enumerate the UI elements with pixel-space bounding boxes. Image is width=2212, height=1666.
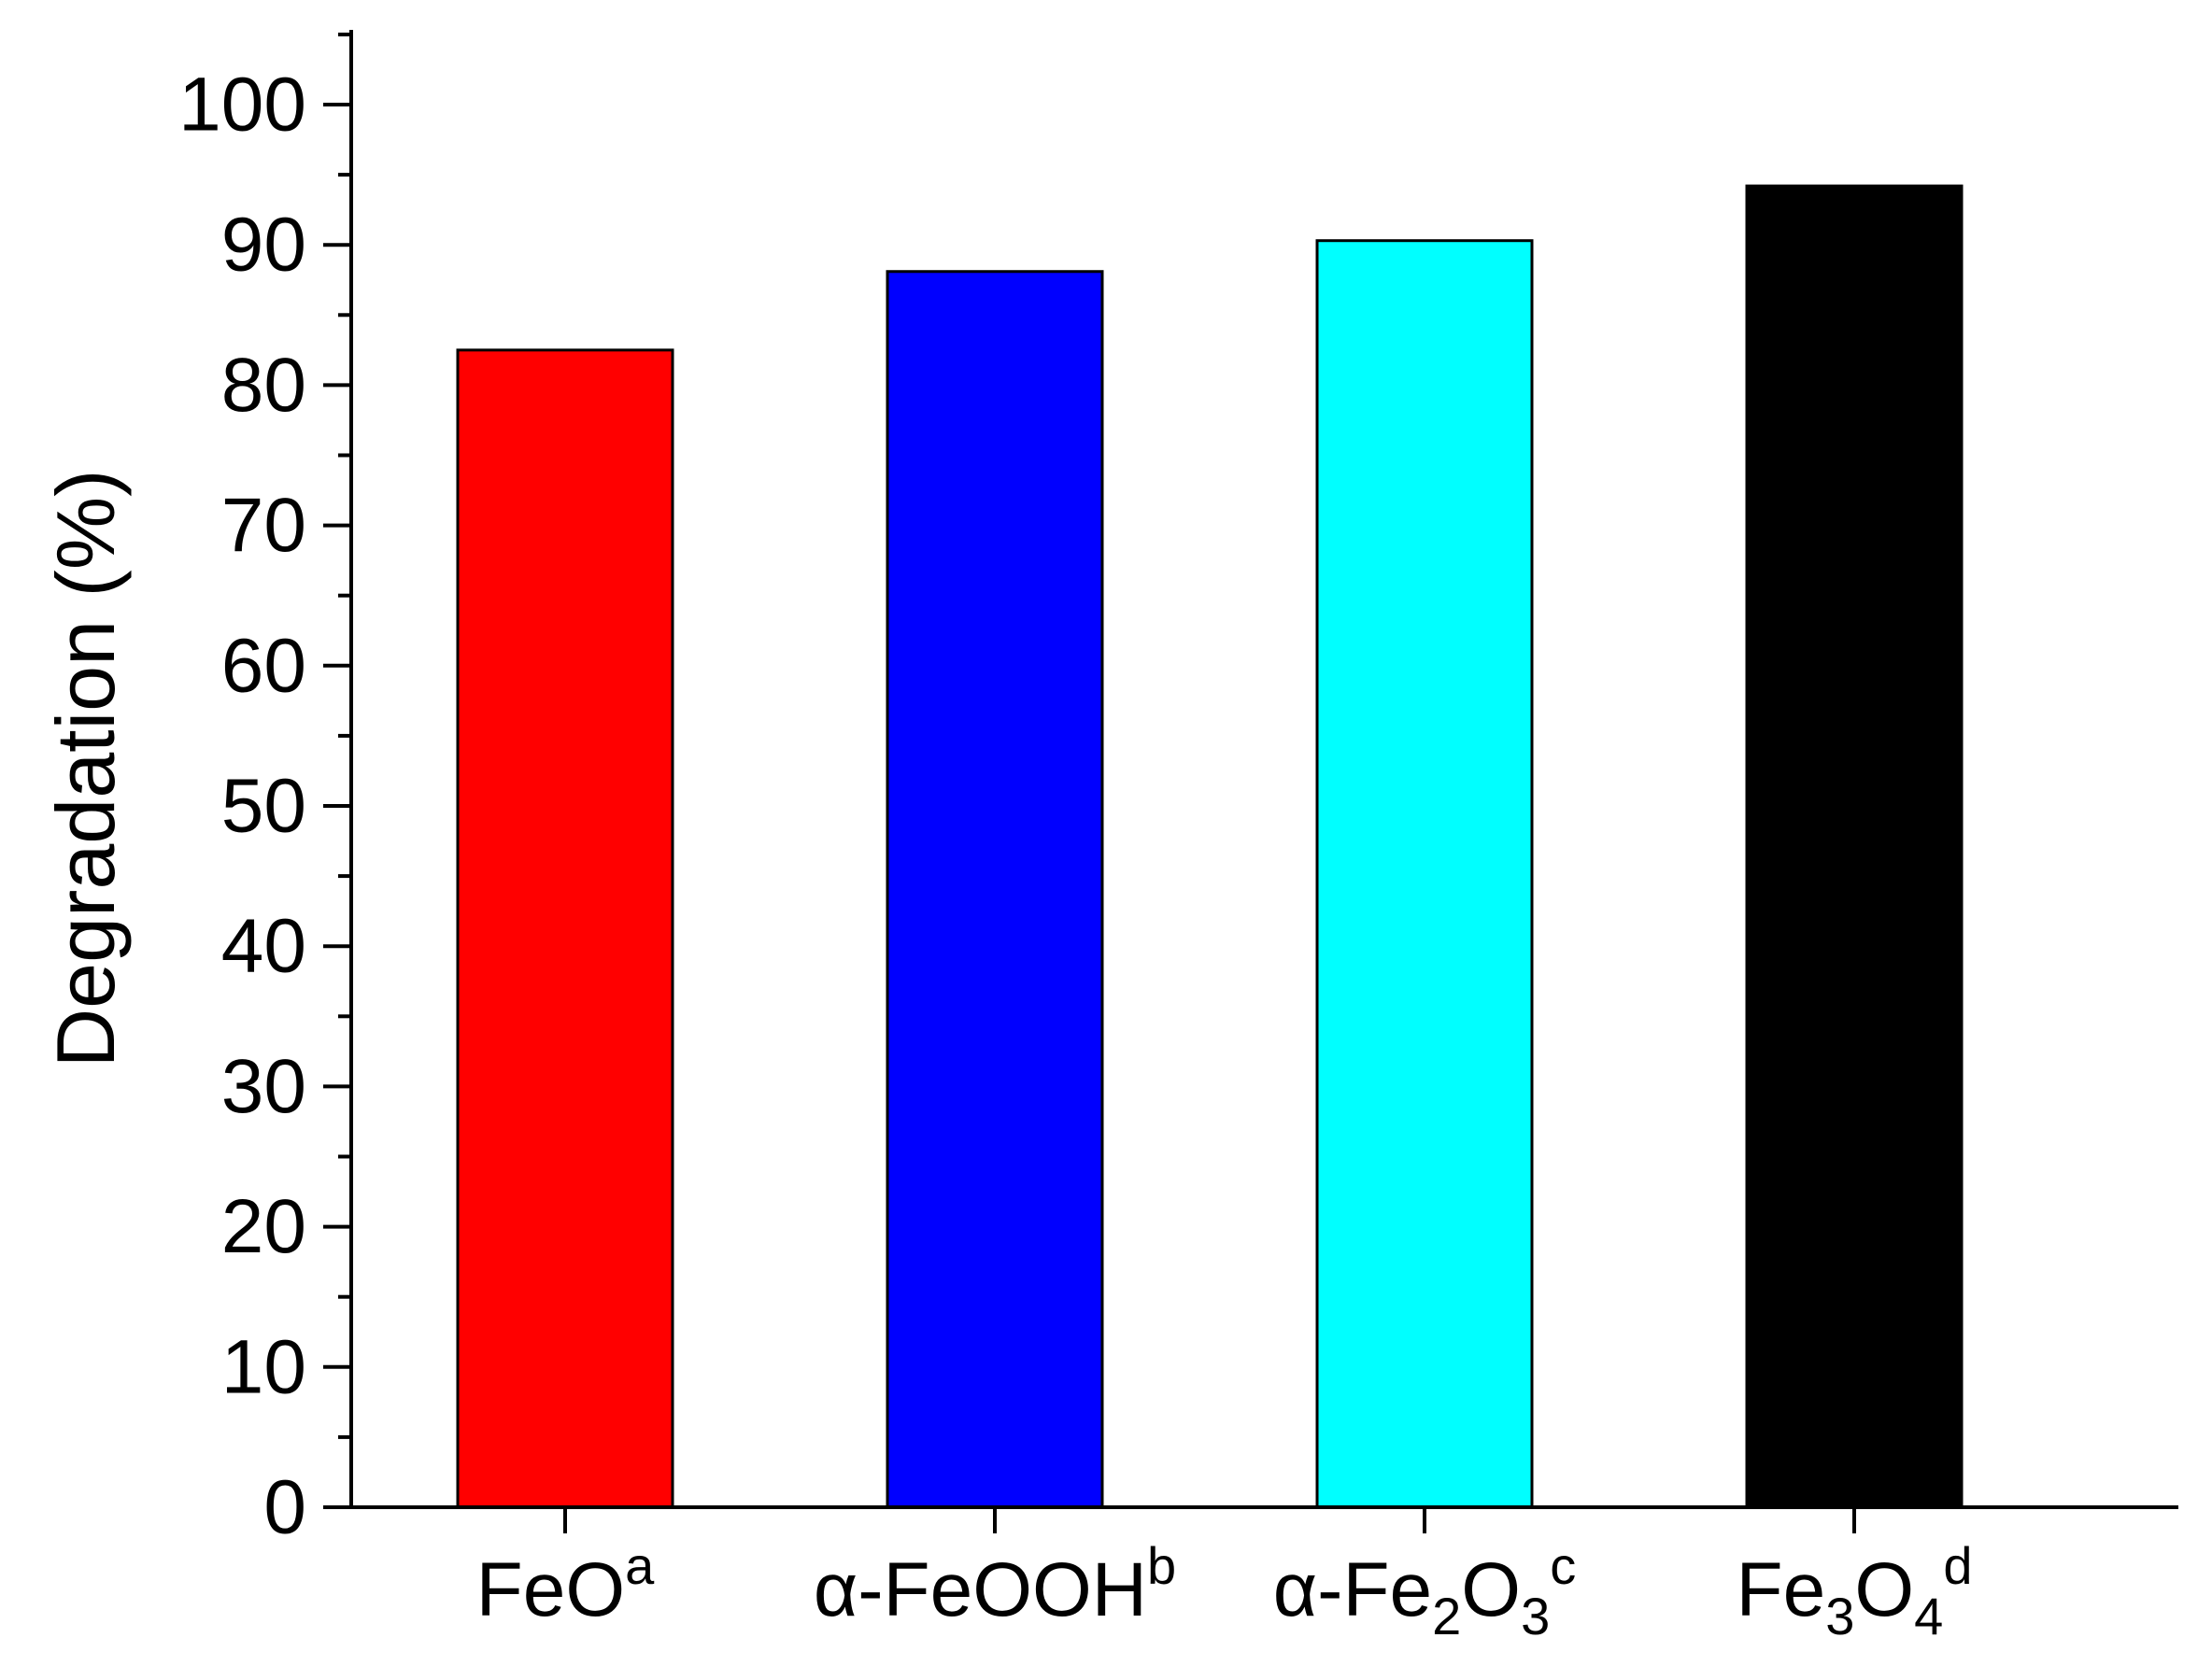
y-tick-label: 30 — [221, 1044, 306, 1129]
x-tick-label: α-FeOOHb — [814, 1536, 1176, 1632]
bar-4 — [1745, 184, 1964, 1509]
y-tick-label: 90 — [221, 203, 306, 288]
y-tick-label: 70 — [221, 483, 306, 568]
y-tick-label: 0 — [263, 1465, 306, 1550]
x-tick-label: α-Fe2O3c — [1273, 1536, 1577, 1645]
y-tick-label: 20 — [221, 1184, 306, 1269]
labels-layer: 0 10 20 30 40 50 60 70 80 90 100 FeOa α-FeOOHb α-Fe2O… — [39, 63, 1972, 1646]
y-tick-label: 40 — [221, 904, 306, 989]
x-tick-label: FeOa — [476, 1536, 655, 1632]
y-tick-label: 50 — [221, 764, 306, 849]
y-tick-label: 80 — [221, 343, 306, 428]
y-tick-label: 100 — [178, 63, 306, 148]
bar-3 — [1315, 239, 1534, 1509]
bar-2 — [886, 270, 1104, 1509]
axes-layer — [323, 30, 2178, 1533]
x-tick-label: Fe3O4d — [1737, 1536, 1973, 1645]
y-tick-label: 60 — [221, 623, 306, 708]
bar-1 — [456, 348, 674, 1509]
y-axis-title: Degradation (%) — [39, 470, 132, 1068]
bars-layer — [456, 184, 1964, 1509]
y-tick-label: 10 — [221, 1324, 306, 1409]
